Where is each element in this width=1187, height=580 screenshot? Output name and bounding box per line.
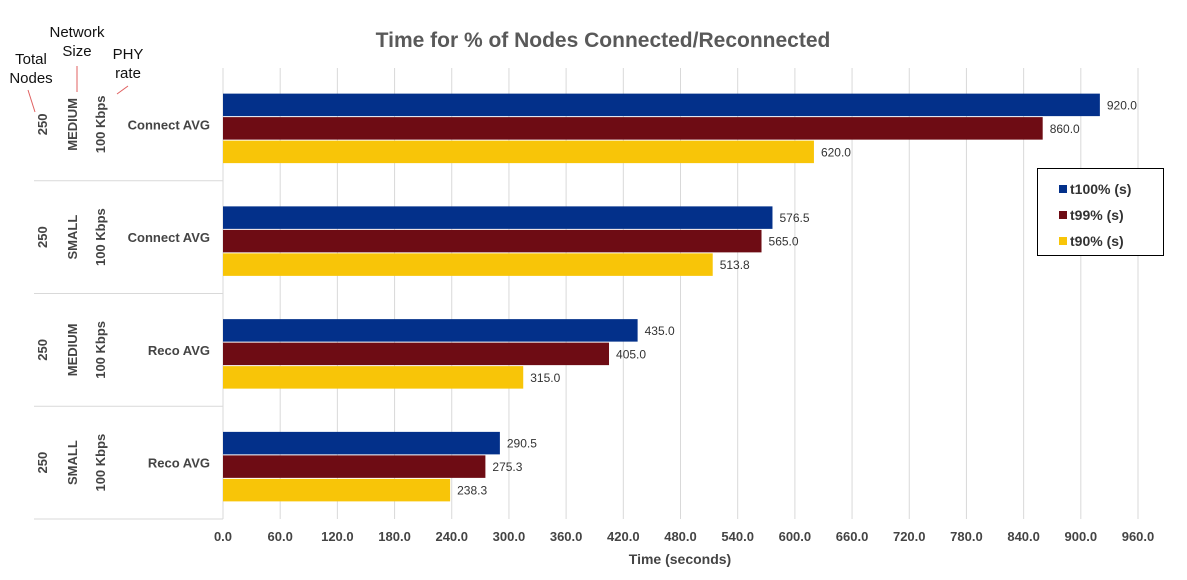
data-label: 513.8 — [720, 258, 750, 272]
data-label: 620.0 — [821, 145, 851, 159]
phy-rate-value: 100 Kbps — [93, 321, 108, 379]
data-label: 435.0 — [645, 324, 675, 338]
legend-label-t99: t99% (s) — [1070, 207, 1124, 223]
x-axis-title: Time (seconds) — [629, 551, 731, 567]
x-tick-label: 360.0 — [550, 529, 583, 544]
category-label: Reco AVG — [148, 343, 210, 358]
x-tick-label: 180.0 — [378, 529, 411, 544]
bar — [223, 253, 713, 276]
network-size-value: MEDIUM — [65, 324, 80, 377]
x-axis-ticks: 0.0 60.0 120.0 180.0 240.0 300.0 360.0 420.0 480… — [214, 529, 1154, 544]
legend-item-t90: t90% (s) — [1059, 228, 1163, 254]
bar — [223, 431, 500, 455]
legend-swatch-t100 — [1059, 185, 1067, 193]
bar — [223, 455, 486, 478]
data-label: 576.5 — [779, 211, 809, 225]
x-tick-label: 780.0 — [950, 529, 983, 544]
x-tick-label: 960.0 — [1122, 529, 1155, 544]
bar — [223, 342, 610, 366]
category-label: Connect AVG — [128, 117, 210, 132]
total-nodes-value: 250 — [35, 339, 50, 361]
bar — [223, 319, 638, 342]
total-nodes-value: 250 — [35, 452, 50, 474]
legend-item-t99: t99% (s) — [1059, 202, 1163, 228]
callout-lines — [27, 66, 129, 113]
legend-label-t100: t100% (s) — [1070, 181, 1132, 197]
x-tick-label: 300.0 — [493, 529, 526, 544]
data-label: 315.0 — [530, 371, 560, 385]
legend-swatch-t99 — [1059, 211, 1067, 219]
bar — [223, 206, 773, 229]
bars — [223, 93, 1100, 502]
x-tick-label: 600.0 — [779, 529, 812, 544]
x-tick-label: 660.0 — [836, 529, 869, 544]
data-label: 920.0 — [1107, 98, 1137, 112]
category-label: Reco AVG — [148, 456, 210, 471]
x-tick-label: 480.0 — [664, 529, 697, 544]
category-axis: Connect AVG 250 MEDIUM 100 Kbps Connect AVG 2… — [34, 95, 223, 520]
bar — [223, 140, 814, 164]
x-tick-label: 900.0 — [1065, 529, 1098, 544]
network-size-label: Network Size — [49, 24, 105, 60]
x-tick-label: 0.0 — [214, 529, 232, 544]
data-label: 275.3 — [492, 460, 522, 474]
data-label: 238.3 — [457, 484, 487, 498]
chart-title: Time for % of Nodes Connected/Reconnecte… — [376, 29, 831, 52]
total-nodes-value: 250 — [35, 114, 50, 136]
x-tick-label: 120.0 — [321, 529, 354, 544]
bar — [223, 229, 762, 253]
x-tick-label: 240.0 — [435, 529, 468, 544]
bar — [223, 478, 451, 502]
phy-rate-label: PHY rate — [112, 46, 144, 82]
x-tick-label: 60.0 — [268, 529, 293, 544]
category-label: Connect AVG — [128, 230, 210, 245]
network-size-value: SMALL — [65, 215, 80, 260]
data-label: 405.0 — [616, 347, 646, 361]
bar — [223, 366, 524, 389]
data-label: 860.0 — [1050, 122, 1080, 136]
phy-rate-value: 100 Kbps — [93, 208, 108, 266]
network-size-value: MEDIUM — [65, 98, 80, 151]
data-label: 565.0 — [769, 235, 799, 249]
phy-rate-value: 100 Kbps — [93, 95, 108, 153]
x-tick-label: 540.0 — [721, 529, 754, 544]
total-nodes-value: 250 — [35, 226, 50, 248]
data-labels: 920.0 860.0 620.0 576.5 565.0 513.8 435.0 405.0… — [457, 98, 1137, 497]
legend: t100% (s) t99% (s) t90% (s) — [1037, 168, 1164, 256]
legend-swatch-t90 — [1059, 237, 1067, 245]
phy-rate-value: 100 Kbps — [93, 434, 108, 492]
bar — [223, 93, 1100, 117]
total-nodes-label: Total Nodes — [9, 51, 53, 87]
x-tick-label: 420.0 — [607, 529, 640, 544]
x-tick-label: 720.0 — [893, 529, 926, 544]
network-size-value: SMALL — [65, 440, 80, 485]
x-tick-label: 840.0 — [1007, 529, 1040, 544]
bar — [223, 117, 1043, 140]
data-label: 290.5 — [507, 437, 537, 451]
legend-label-t90: t90% (s) — [1070, 233, 1124, 249]
legend-item-t100: t100% (s) — [1059, 176, 1163, 202]
